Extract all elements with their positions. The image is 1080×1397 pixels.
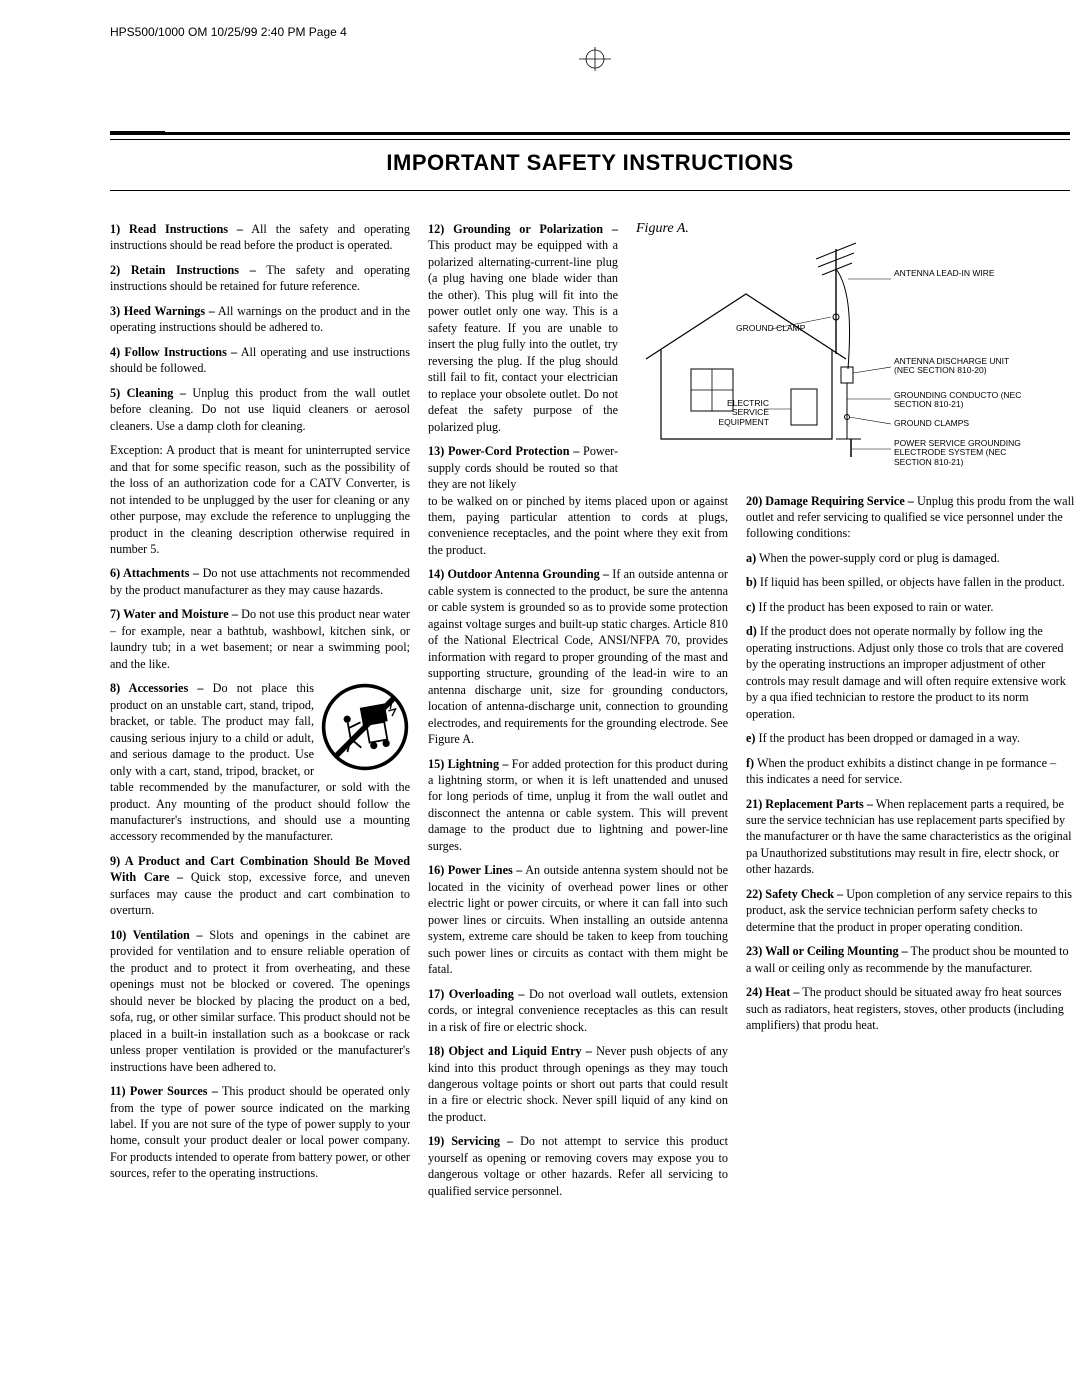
instr-21: 21) Replacement Parts – When replacement… <box>746 796 1076 878</box>
instr-12: 12) Grounding or Polarization – This pro… <box>428 221 618 435</box>
figure-a: ANTENNA LEAD-IN WIRE GROUND CLAMP ANTENN… <box>636 239 1026 469</box>
instr-14: 14) Outdoor Antenna Grounding – If an ou… <box>428 566 728 747</box>
col2-narrow: 12) Grounding or Polarization – This pro… <box>428 221 618 493</box>
column-1: 1) Read Instructions – All the safety an… <box>110 221 410 1207</box>
column-23: 12) Grounding or Polarization – This pro… <box>428 221 1076 1207</box>
fig-antenna: ANTENNA LEAD-IN WIRE <box>894 269 995 278</box>
instr-5: 5) Cleaning – Unplug this product from t… <box>110 385 410 434</box>
instr-11: 11) Power Sources – This product should … <box>110 1083 410 1182</box>
page-title: IMPORTANT SAFETY INSTRUCTIONS <box>110 150 1070 176</box>
page: HPS500/1000 OM 10/25/99 2:40 PM Page 4 I… <box>0 0 1080 1247</box>
figure-block: Figure A. <box>636 221 986 493</box>
instr-22: 22) Safety Check – Upon completion of an… <box>746 886 1076 935</box>
rule-thick <box>110 132 1070 135</box>
instr-20a: a) When the power-supply cord or plug is… <box>746 550 1076 566</box>
instr-18: 18) Object and Liquid Entry – Never push… <box>428 1043 728 1125</box>
instr-5-exception: Exception: A product that is meant for u… <box>110 442 410 557</box>
instr-15: 15) Lightning – For added protection for… <box>428 756 728 855</box>
fig-discharge: ANTENNA DISCHARGE UNIT (NEC SECTION 810-… <box>894 357 1024 376</box>
rule-thin-2 <box>110 190 1070 191</box>
instr-20: 20) Damage Requiring Service – Unplug th… <box>746 493 1076 542</box>
fig-power: POWER SERVICE GROUNDING ELECTRODE SYSTEM… <box>894 439 1024 467</box>
instr-2: 2) Retain Instructions – The safety and … <box>110 262 410 295</box>
instr-23: 23) Wall or Ceiling Mounting – The produ… <box>746 943 1076 976</box>
columns: 1) Read Instructions – All the safety an… <box>110 221 1080 1207</box>
instr-7: 7) Water and Moisture – Do not use this … <box>110 606 410 672</box>
cart-tip-icon <box>320 682 410 772</box>
figure-label: Figure A. <box>636 221 986 237</box>
instr-19: 19) Servicing – Do not attempt to servic… <box>428 1133 728 1199</box>
instr-20d: d) If the product does not operate norma… <box>746 623 1076 722</box>
column-2-lower: to be walked on or pinched by items plac… <box>428 493 728 1208</box>
instr-13a: 13) Power-Cord Protection – Power-supply… <box>428 443 618 492</box>
rule-thin <box>110 139 1070 140</box>
instr-17: 17) Overloading – Do not overload wall o… <box>428 986 728 1035</box>
fig-clamp: GROUND CLAMP <box>736 324 805 333</box>
crop-marks <box>110 47 1080 71</box>
instr-24: 24) Heat – The product should be situate… <box>746 984 1076 1033</box>
instr-6: 6) Attachments – Do not use attachments … <box>110 565 410 598</box>
fig-conductor: GROUNDING CONDUCTO (NEC SECTION 810-21) <box>894 391 1024 410</box>
instr-20c: c) If the product has been exposed to ra… <box>746 599 1076 615</box>
instr-4: 4) Follow Instructions – All operating a… <box>110 344 410 377</box>
fig-electric: ELECTRIC SERVICE EQUIPMENT <box>714 399 769 427</box>
instr-3: 3) Heed Warnings – All warnings on the p… <box>110 303 410 336</box>
fig-clamps2: GROUND CLAMPS <box>894 419 969 428</box>
instr-8-wrap: 8) Accessories – Do not place this produ… <box>110 680 410 845</box>
instr-20e: e) If the product has been dropped or da… <box>746 730 1076 746</box>
print-header: HPS500/1000 OM 10/25/99 2:40 PM Page 4 <box>110 25 1080 39</box>
instr-1: 1) Read Instructions – All the safety an… <box>110 221 410 254</box>
instr-10: 10) Ventilation – Slots and openings in … <box>110 927 410 1075</box>
instr-16: 16) Power Lines – An outside antenna sys… <box>428 862 728 977</box>
instr-13b: to be walked on or pinched by items plac… <box>428 493 728 559</box>
column-3: 20) Damage Requiring Service – Unplug th… <box>746 493 1076 1208</box>
instr-20b: b) If liquid has been spilled, or object… <box>746 574 1076 590</box>
instr-20f: f) When the product exhibits a distinct … <box>746 755 1076 788</box>
instr-9: 9) A Product and Cart Combination Should… <box>110 853 410 919</box>
